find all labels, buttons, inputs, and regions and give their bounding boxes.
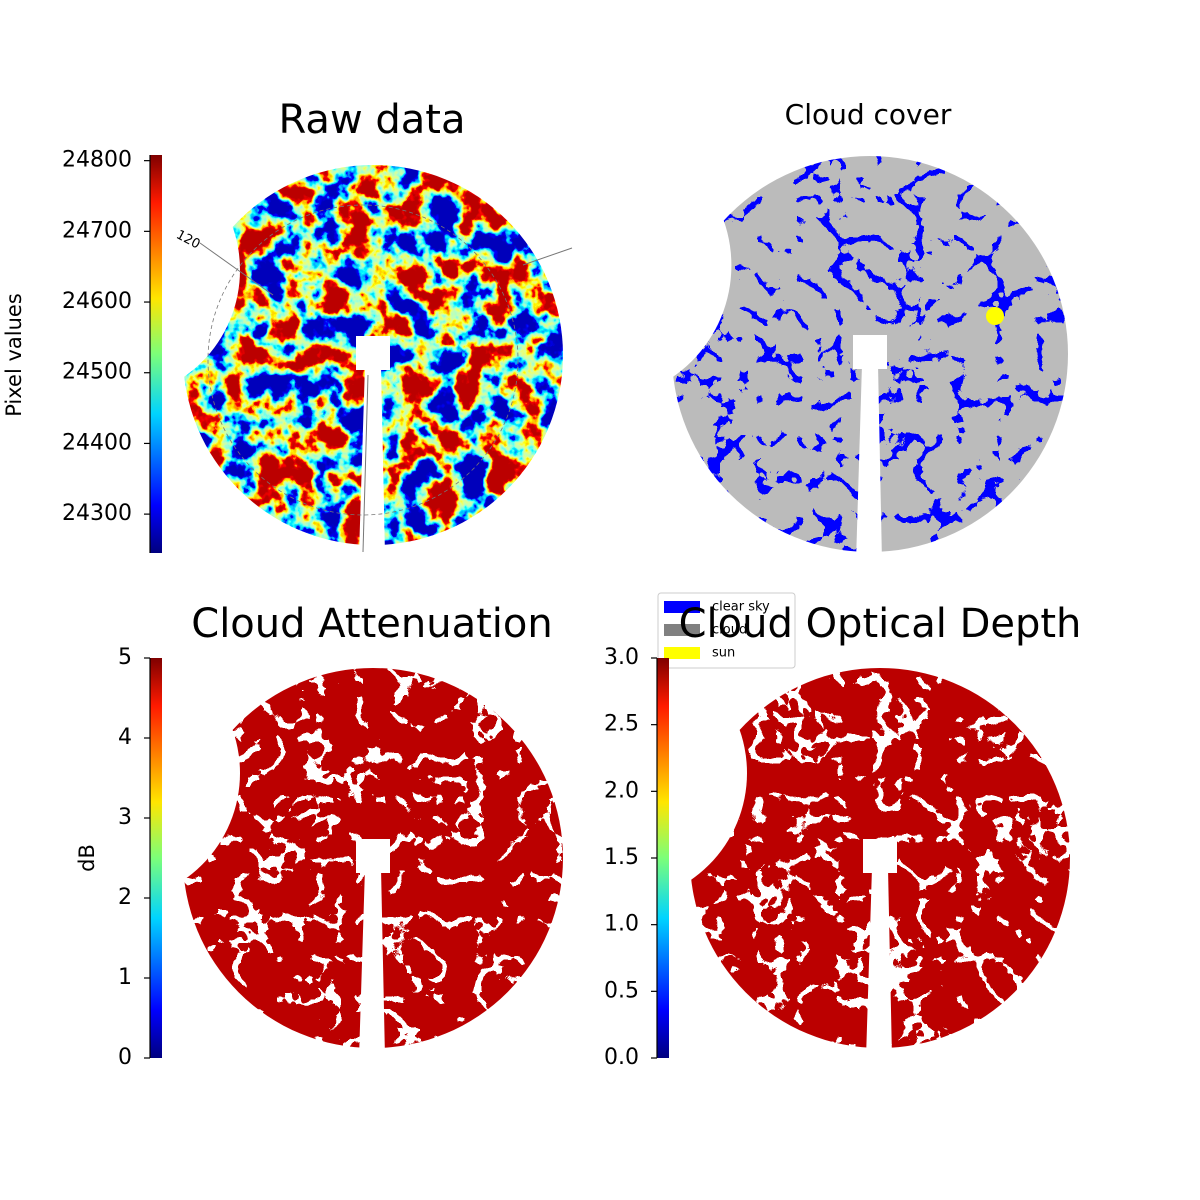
panel-title: Cloud Attenuation [191, 601, 552, 647]
polar-spoke [199, 242, 274, 296]
colorbar [657, 658, 669, 1058]
colorbar-tick-label: 24400 [62, 430, 132, 455]
colorbar-tick-label: 0.0 [604, 1045, 639, 1070]
colorbar [150, 155, 162, 553]
legend-swatch [664, 624, 700, 636]
colorbar-tick-label: 5 [118, 645, 132, 670]
legend-label: cloud [712, 623, 747, 638]
polar-grid [199, 204, 573, 553]
sky-image [690, 668, 1070, 1048]
colorbar-tick-label: 1.0 [604, 912, 639, 937]
polar-spoke [522, 247, 573, 266]
legend-label: clear sky [712, 600, 770, 615]
sky-texture [183, 668, 563, 1048]
colorbar-label: dB [75, 844, 99, 872]
colorbar-tick-label: 2.0 [604, 778, 639, 803]
sky-image [672, 156, 1068, 552]
legend-label: sun [712, 646, 735, 661]
colorbar-tick-label: 24700 [62, 218, 132, 243]
sky-image [183, 165, 563, 545]
polar-ring [207, 204, 519, 516]
sun-marker [986, 307, 1004, 325]
sky-texture [183, 165, 563, 545]
colorbar [150, 658, 162, 1058]
colorbar-tick-label: 24500 [62, 360, 132, 385]
polar-spoke [362, 374, 369, 553]
sky-texture [690, 668, 1070, 1048]
colorbar-tick-label: 2.5 [604, 712, 639, 737]
legend-swatch [664, 647, 700, 659]
colorbar-tick-label: 1 [118, 965, 132, 990]
sky-image [183, 668, 563, 1048]
legend-swatch [664, 601, 700, 613]
colorbar-tick-label: 24800 [62, 148, 132, 173]
colorbar-tick-label: 24600 [62, 289, 132, 314]
panel-title: Cloud Optical Depth [679, 601, 1082, 647]
colorbar-tick-label: 24300 [62, 501, 132, 526]
sky-texture [672, 156, 1068, 552]
colorbar-tick-label: 0 [118, 1045, 132, 1070]
colorbar-tick-label: 4 [118, 725, 132, 750]
panel-title: Raw data [279, 97, 466, 143]
panel-title: Cloud cover [785, 98, 952, 131]
colorbar-tick-label: 1.5 [604, 845, 639, 870]
colorbar-tick-label: 3.0 [604, 645, 639, 670]
colorbar-tick-label: 3 [118, 805, 132, 830]
colorbar-tick-label: 2 [118, 885, 132, 910]
colorbar-tick-label: 0.5 [604, 978, 639, 1003]
colorbar-label: Pixel values [2, 293, 26, 417]
